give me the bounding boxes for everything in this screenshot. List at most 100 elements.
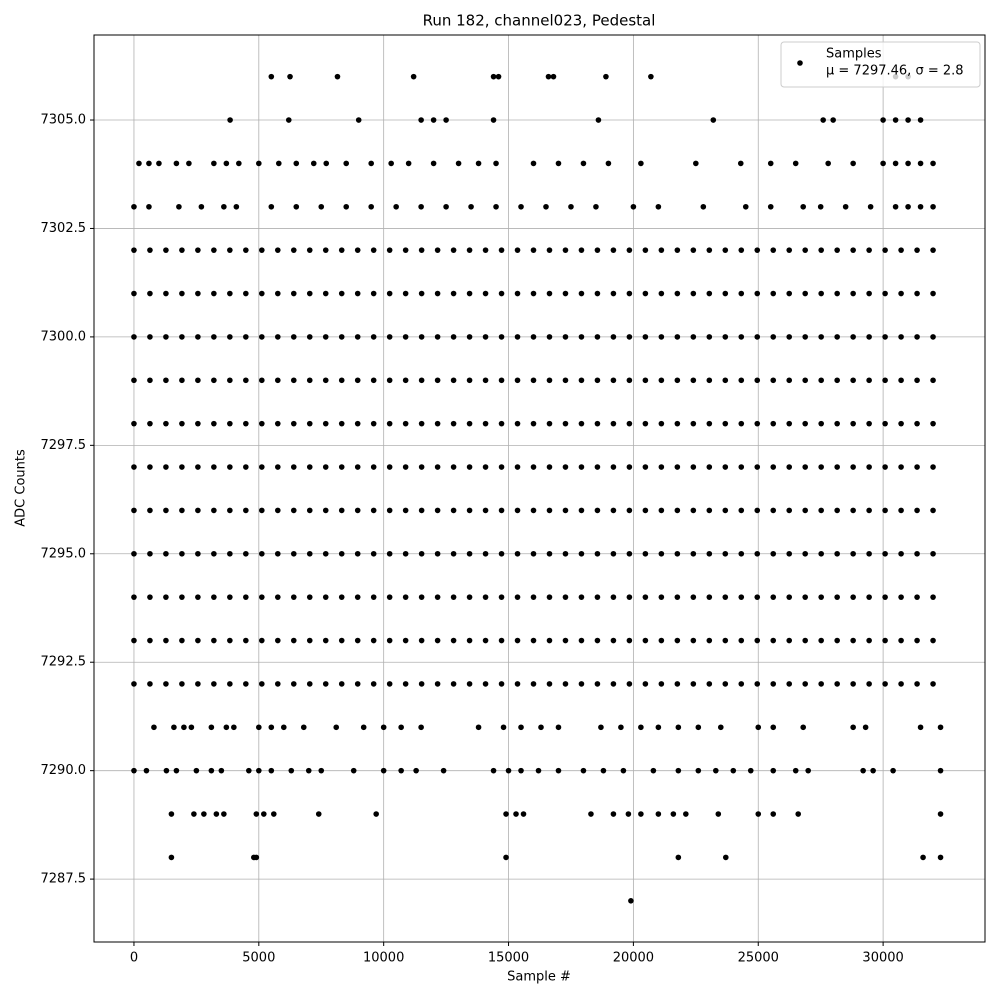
point [450,507,457,514]
point [626,594,633,600]
x-tick-label: 20000 [613,951,654,966]
x-tick-label: 15000 [488,951,529,966]
point [642,637,649,644]
point [163,464,169,470]
point [594,377,601,384]
point [555,160,562,167]
point [147,681,153,687]
point [675,854,682,861]
point [280,724,287,731]
point [147,420,153,427]
x-tick-label: 10000 [363,951,404,966]
point [380,767,387,774]
point [418,203,424,210]
point [163,767,170,774]
point [598,724,604,731]
point [578,550,585,557]
point [738,594,745,600]
point [131,203,137,210]
point [578,377,585,384]
point [466,550,473,557]
point [450,681,457,687]
point [738,637,745,644]
plot-frame [93,34,986,943]
point [434,464,441,470]
point [882,420,888,427]
point [834,334,840,340]
point [674,464,681,470]
point [674,550,681,557]
point [322,247,329,253]
point [642,550,649,557]
point [354,247,361,253]
point [610,334,617,340]
point [802,377,809,384]
point [243,334,249,340]
point [370,420,377,427]
legend-marker [797,60,803,66]
point [495,73,502,80]
point [626,377,633,384]
chart-title: Run 182, channel023, Pedestal [423,12,656,30]
point [834,290,840,297]
point [227,117,233,123]
point [834,420,840,427]
point [546,334,553,340]
point [562,507,569,514]
point [440,767,447,774]
point [505,767,512,774]
point [482,550,489,557]
point [274,594,281,600]
point [890,767,896,774]
point [930,637,936,644]
point [818,377,824,384]
point [930,203,936,210]
point [695,724,702,731]
point [466,247,473,253]
point [818,420,824,427]
point [530,290,537,297]
point [354,334,361,340]
point [690,247,697,253]
point [195,290,201,297]
point [223,160,230,167]
point [514,377,521,384]
point [658,464,665,470]
point [493,160,499,167]
point [380,724,387,731]
point [543,203,549,210]
point [690,507,697,514]
y-tick-label: 7290.0 [41,763,87,778]
point [211,334,217,340]
point [882,377,888,384]
y-tick-label: 7297.5 [41,438,87,453]
point [259,681,265,687]
point [370,681,377,687]
point [306,464,313,470]
point [722,377,729,384]
point [179,594,185,600]
point [658,550,665,557]
point [147,334,153,340]
point [786,681,793,687]
point [546,464,553,470]
point [578,290,585,297]
point [898,681,904,687]
point [293,160,300,167]
point [530,377,537,384]
point [917,203,924,210]
point [171,724,177,731]
point [538,724,544,731]
point [402,594,409,600]
point [354,377,361,384]
point [413,767,419,774]
point [195,507,201,514]
point [173,767,180,774]
point [370,637,377,644]
point [546,247,553,253]
point [354,464,361,470]
point [905,160,911,167]
point [690,377,697,384]
point [290,681,297,687]
